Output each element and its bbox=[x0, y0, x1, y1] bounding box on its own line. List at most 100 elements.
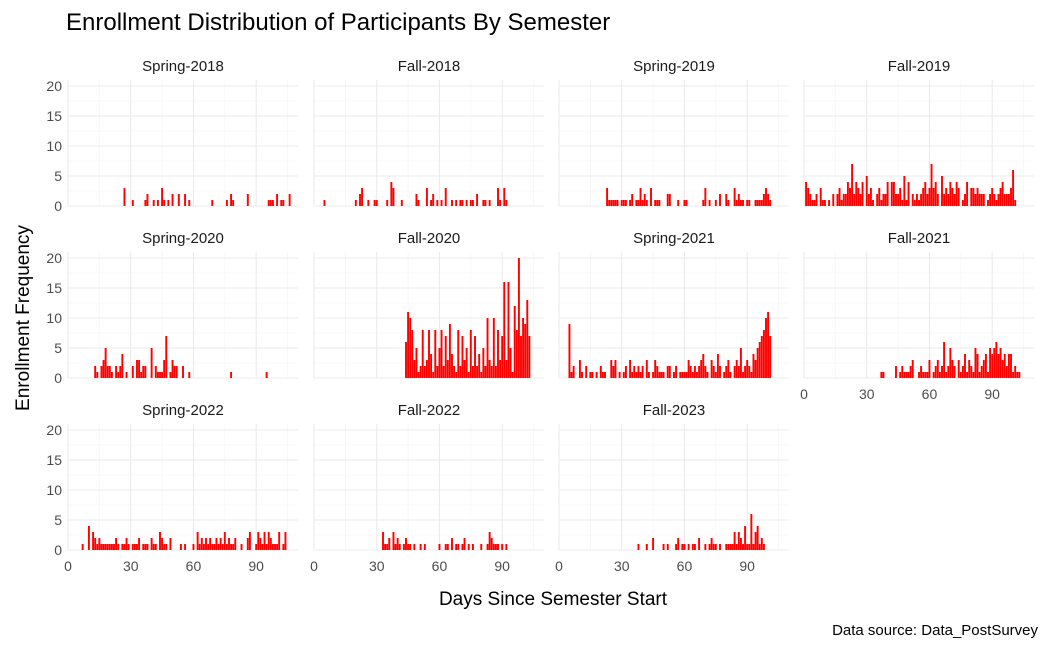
bar bbox=[140, 372, 143, 378]
bar bbox=[974, 194, 977, 206]
bar bbox=[359, 194, 361, 206]
x-tick-label: 30 bbox=[859, 386, 875, 402]
bar bbox=[811, 200, 814, 206]
bar bbox=[895, 194, 897, 206]
bar bbox=[517, 258, 520, 378]
facet-panel: Fall-2023 0 30 60 90 bbox=[555, 402, 789, 574]
bar bbox=[400, 200, 403, 206]
bar bbox=[282, 544, 285, 550]
facet-panel: Fall-2021 0 30 60 90 bbox=[800, 230, 1034, 402]
bar bbox=[152, 200, 155, 206]
bar bbox=[614, 200, 617, 206]
bar bbox=[96, 544, 99, 550]
bar bbox=[758, 544, 761, 550]
bar bbox=[974, 348, 977, 378]
bar bbox=[165, 544, 168, 550]
bar bbox=[188, 372, 191, 378]
bar bbox=[572, 366, 575, 378]
bar bbox=[469, 200, 472, 206]
bar bbox=[819, 188, 822, 206]
bar bbox=[714, 200, 717, 206]
bar bbox=[138, 360, 141, 378]
x-tick-label: 30 bbox=[369, 558, 385, 574]
bar bbox=[104, 544, 107, 550]
bar bbox=[461, 200, 464, 206]
bar bbox=[683, 372, 686, 378]
facet-strip-label: Fall-2021 bbox=[888, 230, 951, 247]
bar bbox=[637, 544, 640, 550]
bar bbox=[976, 188, 979, 206]
facet-panel: Spring-2020 0 5 10 15 20 bbox=[46, 230, 298, 386]
bar bbox=[641, 200, 644, 206]
bar bbox=[987, 200, 989, 206]
bar bbox=[382, 532, 384, 550]
bar bbox=[748, 366, 751, 378]
bar bbox=[125, 538, 128, 550]
bar bbox=[419, 544, 422, 550]
bar bbox=[1007, 354, 1010, 378]
bar bbox=[578, 360, 581, 378]
bar bbox=[903, 372, 906, 378]
bar bbox=[744, 366, 747, 378]
bar bbox=[104, 348, 107, 378]
bar bbox=[461, 544, 464, 550]
bar bbox=[754, 360, 757, 378]
bar bbox=[232, 544, 235, 550]
bar bbox=[901, 200, 904, 206]
bar bbox=[436, 366, 439, 378]
bar bbox=[501, 544, 504, 550]
bar bbox=[964, 354, 966, 378]
bar bbox=[417, 200, 420, 206]
bar bbox=[978, 194, 981, 206]
bar bbox=[815, 194, 818, 206]
bar bbox=[748, 200, 751, 206]
bar bbox=[972, 372, 975, 378]
bar bbox=[884, 194, 887, 206]
bar bbox=[280, 200, 283, 206]
bar bbox=[230, 544, 233, 550]
bar bbox=[733, 532, 736, 550]
bar bbox=[957, 360, 960, 378]
bar bbox=[1001, 360, 1004, 378]
bar bbox=[700, 360, 703, 378]
facet-strip-label: Spring-2018 bbox=[142, 58, 224, 75]
bar bbox=[175, 366, 178, 378]
bar bbox=[964, 194, 966, 206]
bar bbox=[196, 532, 199, 550]
bar bbox=[980, 194, 983, 206]
bar bbox=[430, 354, 433, 378]
bar bbox=[857, 188, 860, 206]
bar bbox=[255, 544, 258, 550]
bar bbox=[880, 200, 883, 206]
bar bbox=[438, 544, 441, 550]
bar bbox=[696, 372, 698, 378]
bar bbox=[725, 366, 728, 378]
bar bbox=[184, 544, 187, 550]
bar bbox=[604, 372, 606, 378]
bar bbox=[144, 200, 147, 206]
bar bbox=[953, 194, 956, 206]
bar bbox=[635, 200, 638, 206]
bar bbox=[267, 200, 270, 206]
bar bbox=[108, 366, 111, 378]
bar bbox=[712, 366, 715, 378]
bar bbox=[610, 200, 613, 206]
bar bbox=[108, 544, 111, 550]
bar bbox=[660, 372, 663, 378]
x-tick-label: 90 bbox=[984, 386, 1000, 402]
bar bbox=[872, 200, 874, 206]
bar bbox=[115, 538, 118, 550]
bar bbox=[652, 538, 655, 550]
bar bbox=[733, 366, 736, 378]
bar bbox=[610, 360, 613, 378]
bar bbox=[225, 544, 228, 550]
bar bbox=[284, 532, 287, 550]
bar bbox=[269, 200, 272, 206]
bar bbox=[182, 366, 184, 378]
bar bbox=[880, 372, 883, 378]
bar bbox=[708, 200, 711, 206]
bar bbox=[949, 182, 952, 206]
bar bbox=[698, 538, 701, 550]
bar bbox=[639, 372, 642, 378]
y-tick-label: 0 bbox=[54, 198, 62, 214]
